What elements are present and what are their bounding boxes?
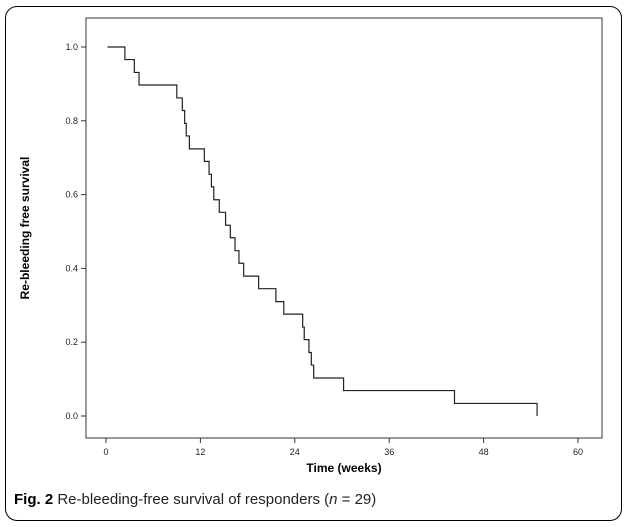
x-tick-label: 24 [290,447,300,457]
x-tick-label: 60 [573,447,583,457]
x-tick-label: 36 [384,447,394,457]
y-axis-title: Re-bleeding free survival [18,157,32,300]
caption-n-symbol: n [329,491,338,508]
x-tick-label: 0 [103,447,108,457]
x-tick-label: 12 [195,447,205,457]
y-tick-label: 0.2 [65,337,78,347]
figure-caption: Fig. 2 Re-bleeding-free survival of resp… [14,491,614,508]
y-tick-label: 1.0 [65,42,78,52]
y-tick-label: 0.8 [65,116,78,126]
x-tick-label: 48 [479,447,489,457]
y-tick-label: 0.6 [65,190,78,200]
x-axis-title: Time (weeks) [306,461,381,475]
series-line-survival [107,46,538,416]
plot-area [85,17,603,439]
y-tick-label: 0.0 [65,411,78,421]
caption-count: = 29) [337,491,377,508]
y-tick-label: 0.4 [65,263,78,273]
figure-label: Fig. 2 [14,491,54,508]
caption-text: Re-bleeding-free survival of responders … [57,491,330,508]
figure-frame [5,6,622,521]
